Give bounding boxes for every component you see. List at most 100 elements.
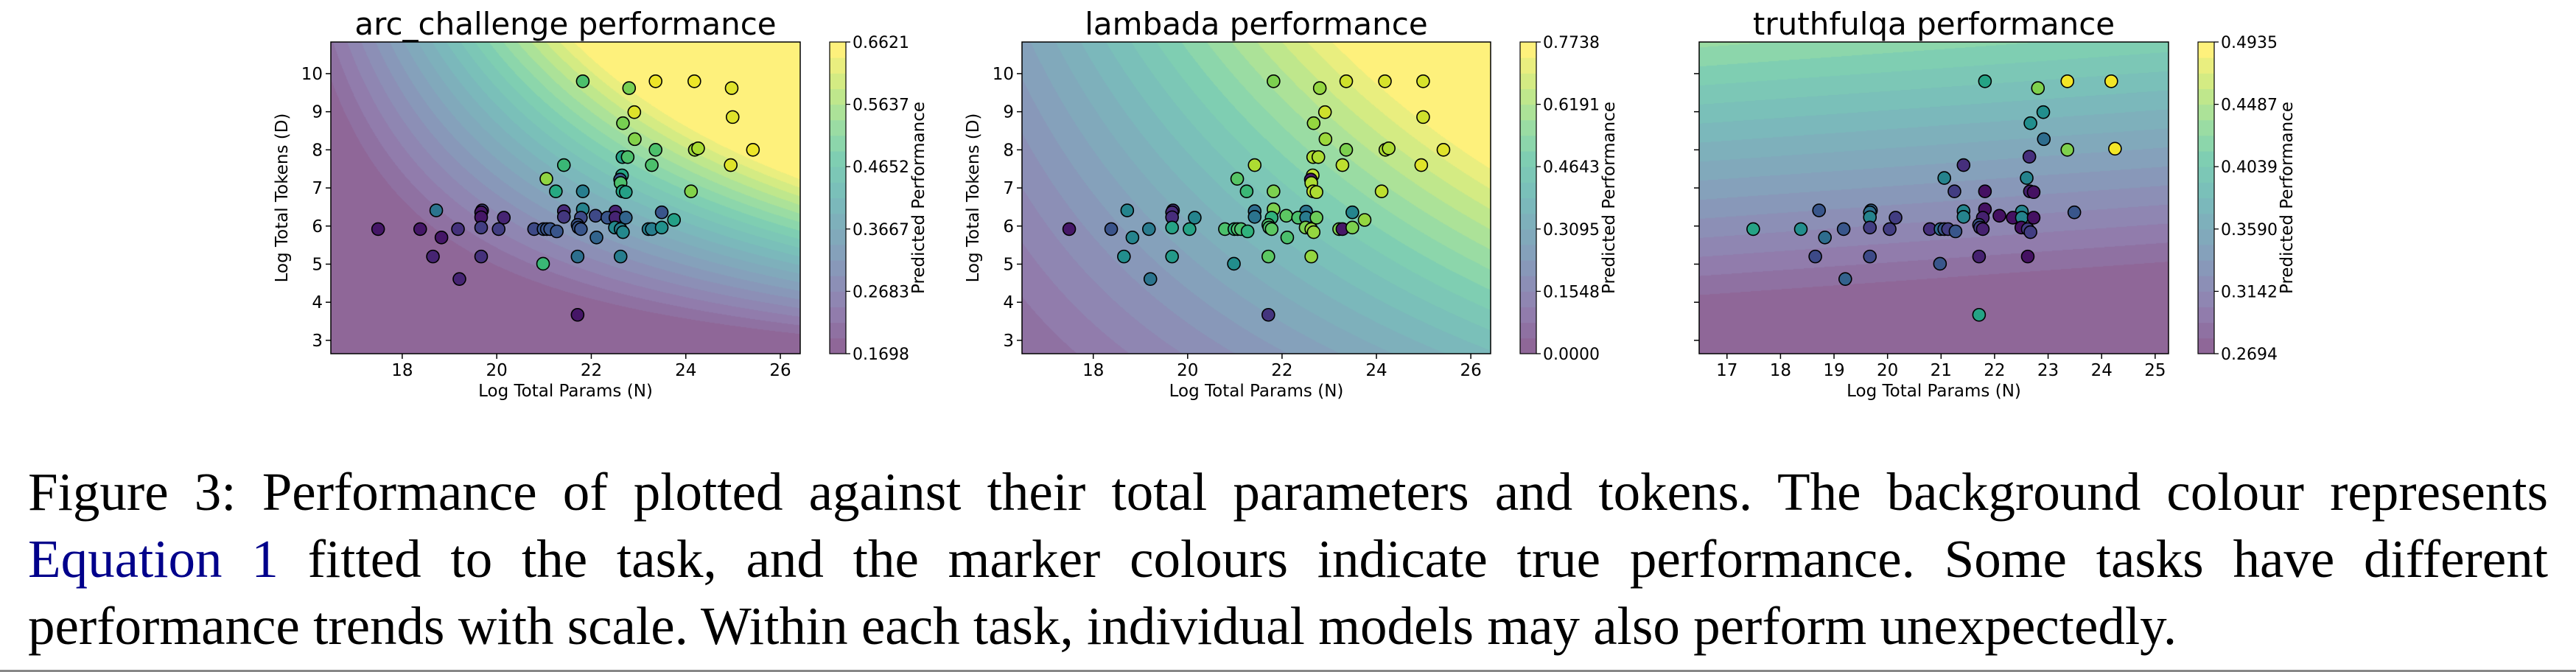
subplot-lambada: lambada performance 18 20 22 24 26 3 4 5 6 7 8 9 10 Lo… xyxy=(964,6,1619,401)
data-point xyxy=(1345,205,1359,220)
data-point xyxy=(1318,132,1333,147)
colorbar-tick-label: 0.6191 xyxy=(1543,97,1600,115)
data-point xyxy=(1306,225,1321,239)
colorbar-band xyxy=(830,276,846,292)
y-tick-label: 8 xyxy=(1003,141,1014,160)
caption-line-2-text: fitted to the task, and the marker colou… xyxy=(278,529,2548,589)
data-point xyxy=(616,116,630,130)
colorbar-tick-label: 0.4039 xyxy=(2221,158,2278,177)
data-point xyxy=(724,81,739,95)
colorbar-band xyxy=(2198,73,2214,89)
data-point xyxy=(654,205,669,220)
x-tick-label: 18 xyxy=(1082,361,1104,380)
colorbar-band xyxy=(830,73,846,89)
data-point xyxy=(1863,220,1877,235)
data-point xyxy=(434,230,449,245)
subplot-arc-challenge: arc_challenge performance 18 20 22 24 26 3 4 5 6 7… xyxy=(273,6,928,401)
colorbar-band xyxy=(1520,119,1536,136)
colorbar-band xyxy=(2198,244,2214,261)
colorbar-band xyxy=(2198,197,2214,214)
data-point xyxy=(1188,211,1202,225)
y-tick-label: 5 xyxy=(312,255,323,274)
x-tick-label: 21 xyxy=(1931,361,1952,380)
data-point xyxy=(451,222,465,237)
colorbar-tick-label: 0.1698 xyxy=(853,346,909,364)
data-point xyxy=(687,74,701,88)
y-axis-label: Log Total Tokens (D) xyxy=(273,113,292,283)
axes-frame xyxy=(1698,41,2169,354)
colorbar-band xyxy=(830,197,846,214)
data-point xyxy=(1956,210,1971,224)
data-point xyxy=(645,158,659,172)
x-axis-label: Log Total Params (N) xyxy=(1847,382,2021,401)
data-point xyxy=(2023,225,2037,239)
colorbar-band xyxy=(2198,213,2214,230)
colorbar-band xyxy=(2198,228,2214,245)
colorbar-band xyxy=(830,119,846,136)
data-point xyxy=(1227,256,1241,271)
y-tick-label: 9 xyxy=(1003,103,1014,122)
colorbar-band xyxy=(2198,88,2214,105)
data-point xyxy=(1956,158,1971,172)
data-point xyxy=(1883,222,1897,237)
data-point xyxy=(648,74,663,88)
data-point xyxy=(724,158,738,172)
x-axis-label: Log Total Params (N) xyxy=(478,382,653,401)
data-point xyxy=(618,211,633,225)
data-point xyxy=(575,184,590,199)
contour-background-arc-challenge xyxy=(331,42,800,354)
data-point xyxy=(1261,249,1275,264)
axes-frame xyxy=(330,41,801,354)
y-tick-label: 8 xyxy=(312,141,323,160)
caption-line-2: Equation 1 fitted to the task, and the m… xyxy=(28,525,2548,592)
data-point xyxy=(1247,158,1262,172)
y-tick-label: 7 xyxy=(1003,179,1014,198)
figure-caption: Figure 3: Performance of plotted against… xyxy=(28,458,2548,659)
colorbar-frame xyxy=(2197,41,2215,354)
data-point xyxy=(1972,307,1987,322)
data-point xyxy=(1339,143,1354,157)
data-point xyxy=(1838,272,1852,286)
data-point xyxy=(1416,74,1430,88)
colorbar-tick-label: 0.3142 xyxy=(2221,283,2278,301)
colorbar-band xyxy=(2198,291,2214,308)
data-point xyxy=(1947,184,1961,199)
colorbar-band xyxy=(1520,307,1536,323)
data-point xyxy=(550,224,564,239)
data-point xyxy=(549,184,563,199)
colorbar-tick-label: 0.4643 xyxy=(1543,158,1600,177)
data-point xyxy=(1240,224,1255,239)
x-tick-label: 25 xyxy=(2144,361,2166,380)
colorbar-band xyxy=(830,228,846,245)
data-point xyxy=(556,210,571,224)
x-tick-label: 17 xyxy=(1716,361,1737,380)
data-point xyxy=(1312,81,1327,95)
data-point xyxy=(1306,116,1321,130)
x-tick-label: 22 xyxy=(581,361,602,380)
colorbar-band xyxy=(2198,151,2214,167)
equation-link[interactable]: Equation 1 xyxy=(28,529,279,589)
x-tick-label: 24 xyxy=(675,361,696,380)
colorbar-band xyxy=(1520,197,1536,214)
data-point xyxy=(622,81,637,95)
colorbar-band xyxy=(1520,337,1536,354)
data-point xyxy=(1267,184,1281,199)
colorbar-band xyxy=(1520,104,1536,121)
data-point xyxy=(2022,150,2037,164)
bottom-rule xyxy=(0,670,2576,672)
colorbar-tick-label: 0.2694 xyxy=(2221,346,2278,364)
data-point xyxy=(589,230,603,245)
data-point xyxy=(620,150,635,164)
data-point xyxy=(1104,222,1119,237)
data-point xyxy=(1230,172,1245,186)
colorbar-tick-label: 0.7738 xyxy=(1543,34,1600,52)
colorbar-band xyxy=(1520,213,1536,230)
colorbar-band xyxy=(1520,182,1536,198)
data-point xyxy=(1335,158,1350,172)
colorbar-band xyxy=(830,307,846,323)
colorbar-band xyxy=(1520,135,1536,152)
x-tick-label: 24 xyxy=(2091,361,2113,380)
data-point xyxy=(1948,224,1963,239)
data-point xyxy=(1933,256,1947,271)
colorbar-band xyxy=(830,42,846,58)
